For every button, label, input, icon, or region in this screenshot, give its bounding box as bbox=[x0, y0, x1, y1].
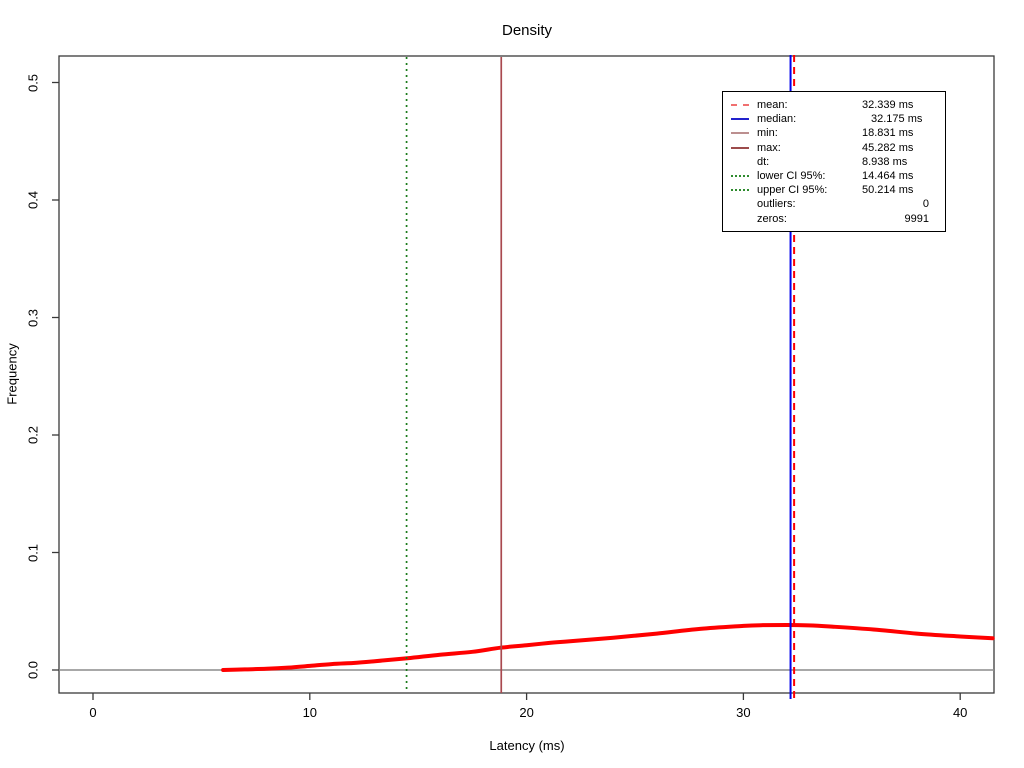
y-tick-label: 0.0 bbox=[25, 660, 41, 680]
legend-line-swatch bbox=[731, 132, 749, 135]
legend-row: lower CI 95%: 14.464 ms bbox=[731, 169, 945, 183]
y-tick-label: 0.2 bbox=[25, 425, 41, 445]
y-tick-label: 0.1 bbox=[25, 543, 41, 562]
legend-row: upper CI 95%: 50.214 ms bbox=[731, 183, 945, 197]
legend-stat-label: outliers: bbox=[757, 198, 796, 211]
legend-stat-label: max: bbox=[757, 141, 781, 154]
legend-stat-label: median: bbox=[757, 113, 797, 126]
legend-row: median: 32.175 ms bbox=[731, 112, 945, 126]
stats-legend: mean: 32.339 ms median: 32.175 ms min: 18.831… bbox=[722, 91, 946, 232]
legend-stat-value: 18.831 ms bbox=[862, 127, 914, 140]
legend-stat-value: 45.282 ms bbox=[862, 141, 914, 154]
legend-line-swatch bbox=[731, 118, 749, 121]
legend-stat-label: dt: bbox=[757, 155, 770, 168]
legend-line-swatch bbox=[731, 189, 749, 192]
legend-row: dt: 8.938 ms bbox=[731, 155, 945, 169]
x-axis-label: Latency (ms) bbox=[489, 738, 565, 753]
legend-stat-label: mean: bbox=[757, 99, 788, 112]
legend-stat-value: 32.339 ms bbox=[862, 99, 914, 112]
legend-stat-label: min: bbox=[757, 127, 778, 140]
legend-stat-label: upper CI 95%: bbox=[757, 184, 828, 197]
chart-title: Density bbox=[501, 22, 553, 39]
legend-stat-value: 32.175 ms bbox=[871, 113, 923, 126]
legend-row: zeros: 9991 bbox=[731, 212, 945, 226]
density-curve bbox=[221, 623, 995, 672]
legend-row: min: 18.831 ms bbox=[731, 126, 945, 140]
x-tick-label: 0 bbox=[89, 705, 97, 720]
x-tick-label: 20 bbox=[519, 705, 534, 720]
legend-row: mean: 32.339 ms bbox=[731, 98, 945, 112]
y-axis-label: Frequency bbox=[4, 343, 20, 405]
legend-stat-value: 9991 bbox=[904, 212, 929, 225]
legend-stat-label: zeros: bbox=[757, 212, 787, 225]
y-tick-label: 0.4 bbox=[25, 190, 41, 210]
legend-stat-value: 50.214 ms bbox=[862, 184, 914, 197]
x-tick-label: 40 bbox=[952, 705, 968, 720]
y-tick-label: 0.3 bbox=[25, 308, 41, 327]
x-tick-label: 10 bbox=[302, 705, 318, 720]
legend-row: outliers: 0 bbox=[731, 197, 945, 211]
legend-stat-value: 0 bbox=[922, 198, 929, 211]
legend-row: max: 45.282 ms bbox=[731, 141, 945, 155]
legend-stat-value: 14.464 ms bbox=[862, 170, 914, 183]
legend-line-swatch bbox=[731, 175, 749, 178]
legend-stat-value: 8.938 ms bbox=[862, 155, 908, 168]
legend-line-swatch bbox=[731, 104, 749, 107]
x-tick-label: 30 bbox=[736, 705, 751, 720]
legend-stat-label: lower CI 95%: bbox=[757, 170, 826, 183]
y-tick-label: 0.5 bbox=[25, 73, 41, 92]
legend-line-swatch bbox=[731, 146, 749, 149]
